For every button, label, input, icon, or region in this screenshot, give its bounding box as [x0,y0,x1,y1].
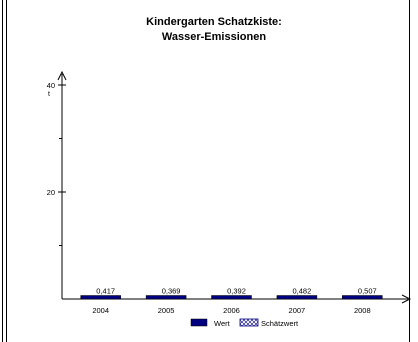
data-label-2004: 0,417 [96,287,115,296]
y-axis-arrow [57,70,67,81]
frame-border-right [409,0,410,342]
legend-label-schaetzwert: Schätzwert [261,319,299,328]
data-label-2008: 0,507 [358,287,377,296]
bar-2005 [145,295,187,300]
y-unit-label: t [48,91,50,98]
bar-2006 [211,295,252,300]
x-tick-label-2006: 2006 [223,306,240,315]
chart-title-line-2: Wasser-Emissionen [162,31,266,43]
bar-2008 [342,295,383,300]
chart-title-line-1: Kindergarten Schatzkiste: [146,16,282,28]
x-axis-arrow [401,294,412,304]
x-tick-labels: 2004 2005 2006 2007 2008 [92,306,370,315]
legend-label-wert: Wert [214,319,231,328]
data-label-2005: 0,369 [162,287,181,296]
legend: Wert Schätzwert [190,318,299,328]
x-tick-label-2004: 2004 [92,306,109,315]
bars [80,295,383,300]
axes: t [48,70,412,304]
y-tick-label: 20 [47,188,55,197]
legend-swatch-schaetzwert [239,318,259,327]
x-tick-label-2005: 2005 [158,306,175,315]
x-tick-label-2007: 2007 [289,306,306,315]
x-tick-label-2008: 2008 [354,306,371,315]
data-labels: 0,417 0,369 0,392 0,482 0,507 [96,287,376,296]
frame-border-left-outer [2,0,3,342]
frame-border-left-inner [6,0,7,342]
bar-2007 [276,295,318,300]
bar-2004 [80,295,121,300]
data-label-2007: 0,482 [293,287,312,296]
legend-swatch-wert [190,318,208,327]
data-label-2006: 0,392 [227,287,246,296]
y-tick-label: 40 [47,81,55,90]
